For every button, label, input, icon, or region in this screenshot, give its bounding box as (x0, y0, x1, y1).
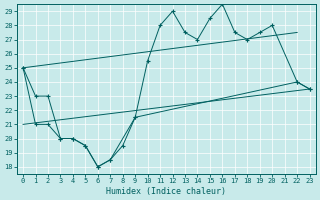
X-axis label: Humidex (Indice chaleur): Humidex (Indice chaleur) (106, 187, 226, 196)
